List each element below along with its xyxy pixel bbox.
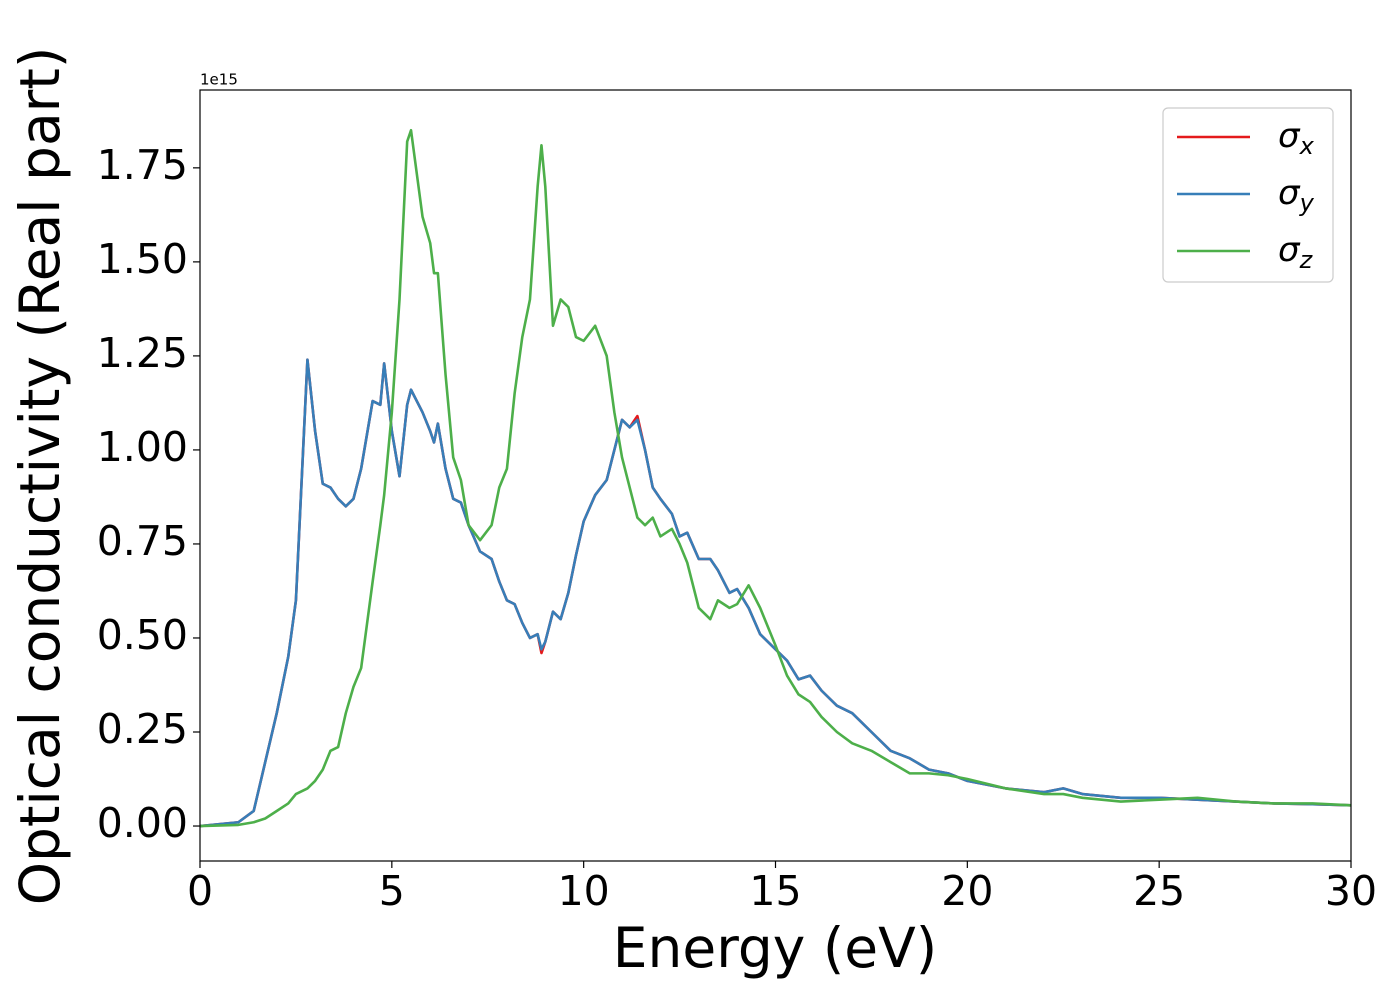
y-tick-label: 1.75 (97, 141, 188, 189)
x-tick-label: 30 (1325, 867, 1377, 915)
y-offset-label: 1e15 (200, 71, 238, 89)
y-tick-label: 1.50 (97, 235, 188, 283)
line-series (200, 358, 1351, 828)
y-tick-label: 1.25 (97, 329, 188, 377)
line-series (200, 358, 1351, 828)
x-tick-label: 5 (379, 867, 405, 915)
y-tick-label: 0.50 (97, 611, 188, 659)
legend-label: σx (1278, 116, 1315, 161)
x-tick-label: 10 (558, 867, 610, 915)
y-axis-label: Optical conductivity (Real part) (8, 47, 72, 906)
legend-label: σy (1278, 173, 1315, 218)
y-tick-label: 0.00 (97, 799, 188, 847)
line-series (200, 128, 1351, 828)
plot-frame (199, 89, 1352, 862)
y-tick-label: 1.00 (97, 423, 188, 471)
x-tick-label: 25 (1133, 867, 1185, 915)
x-tick-label: 15 (749, 867, 801, 915)
x-tick-label: 0 (187, 867, 213, 915)
x-axis-label: Energy (eV) (613, 916, 937, 980)
y-tick-label: 0.75 (97, 517, 188, 565)
legend-label: σz (1278, 230, 1314, 275)
y-tick-label: 0.25 (97, 705, 188, 753)
x-tick-label: 20 (941, 867, 993, 915)
